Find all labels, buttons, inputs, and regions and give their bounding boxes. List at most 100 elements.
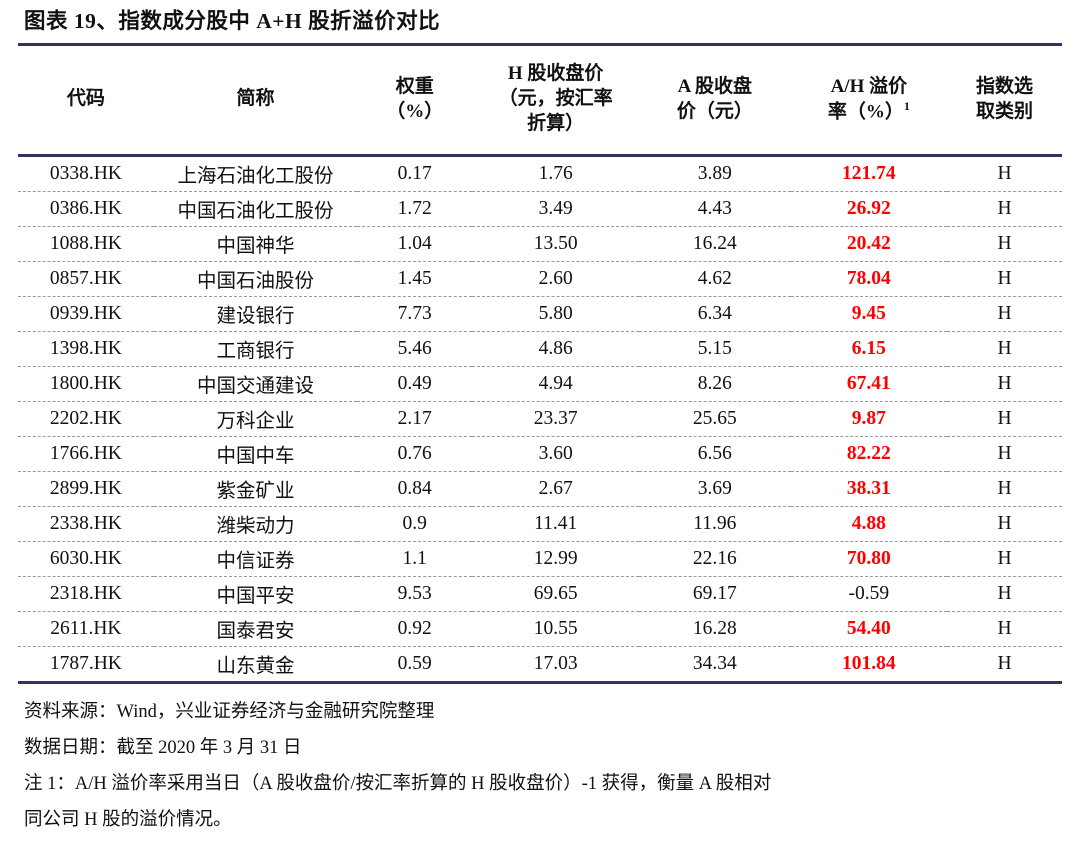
cell-ah-premium: -0.59 <box>848 582 890 604</box>
column-header-a-close-price: A 股收盘 价（元） <box>676 75 753 122</box>
cell-h-close-price: 23.37 <box>533 407 578 429</box>
cell-ah-premium: 9.87 <box>851 407 886 429</box>
cell-ah-premium: 78.04 <box>846 267 891 289</box>
cell-code: 0857.HK <box>49 267 122 289</box>
table-row: 2318.HK 中国平安 9.53 69.65 69.17 -0.59 H <box>18 576 1062 612</box>
cell-code: 0386.HK <box>49 197 122 219</box>
cell-weight: 9.53 <box>397 582 432 604</box>
table-row: 1088.HK 中国神华 1.04 13.50 16.24 20.42 H <box>18 226 1062 262</box>
cell-index-category: H <box>997 652 1012 674</box>
cell-index-category: H <box>997 617 1012 639</box>
cell-h-close-price: 4.94 <box>538 372 573 394</box>
cell-h-close-price: 3.49 <box>538 197 573 219</box>
cell-name: 中国交通建设 <box>197 376 315 398</box>
note-data-date: 数据日期：截至 2020 年 3 月 31 日 <box>24 737 302 758</box>
cell-index-category: H <box>997 442 1012 464</box>
column-header-index-category: 指数选 取类别 <box>976 75 1034 122</box>
cell-code: 2611.HK <box>50 617 122 639</box>
cell-name: 中国平安 <box>216 586 295 608</box>
table-row: 0338.HK 上海石油化工股份 0.17 1.76 3.89 121.74 H <box>18 157 1062 192</box>
cell-name: 工商银行 <box>216 341 295 363</box>
cell-weight: 0.84 <box>397 477 432 499</box>
cell-a-close-price: 8.26 <box>697 372 732 394</box>
column-header-h-close-price: H 股收盘价 （元，按汇率 折算） <box>498 63 613 135</box>
cell-weight: 7.73 <box>397 302 432 324</box>
ah-premium-table-body: 0338.HK 上海石油化工股份 0.17 1.76 3.89 121.74 H 0386.H… <box>18 157 1062 681</box>
cell-index-category: H <box>997 267 1012 289</box>
cell-name: 中国石油股份 <box>197 271 315 293</box>
table-row: 6030.HK 中信证券 1.1 12.99 22.16 70.80 H <box>18 541 1062 577</box>
cell-h-close-price: 2.67 <box>538 477 573 499</box>
cell-a-close-price: 3.89 <box>697 162 732 184</box>
cell-index-category: H <box>997 337 1012 359</box>
cell-code: 0338.HK <box>49 162 122 184</box>
cell-code: 1088.HK <box>49 232 122 254</box>
cell-index-category: H <box>997 547 1012 569</box>
cell-weight: 0.17 <box>397 162 432 184</box>
cell-code: 2202.HK <box>49 407 122 429</box>
table-body: 0338.HK 上海石油化工股份 0.17 1.76 3.89 121.74 H 0386.H… <box>18 157 1062 681</box>
cell-h-close-price: 17.03 <box>533 652 578 674</box>
cell-index-category: H <box>997 232 1012 254</box>
cell-index-category: H <box>997 582 1012 604</box>
cell-code: 6030.HK <box>49 547 122 569</box>
cell-ah-premium: 70.80 <box>846 547 891 569</box>
cell-a-close-price: 6.34 <box>697 302 732 324</box>
table-row: 1766.HK 中国中车 0.76 3.60 6.56 82.22 H <box>18 436 1062 472</box>
cell-name: 建设银行 <box>216 306 295 328</box>
cell-a-close-price: 22.16 <box>692 547 737 569</box>
cell-a-close-price: 4.62 <box>697 267 732 289</box>
table-bottom-rule <box>18 680 1062 684</box>
table-row: 2899.HK 紫金矿业 0.84 2.67 3.69 38.31 H <box>18 471 1062 507</box>
cell-h-close-price: 11.41 <box>534 512 578 534</box>
header-row: 代码 简称 权重 （%） H 股收盘价 （元，按汇率 折算） A 股收盘 价（元… <box>18 46 1062 154</box>
table-row: 2202.HK 万科企业 2.17 23.37 25.65 9.87 H <box>18 401 1062 437</box>
table-header: 代码 简称 权重 （%） H 股收盘价 （元，按汇率 折算） A 股收盘 价（元… <box>18 46 1062 154</box>
cell-h-close-price: 69.65 <box>533 582 578 604</box>
note-footnote-1-line2: 同公司 H 股的溢价情况。 <box>24 809 232 830</box>
cell-name: 国泰君安 <box>216 621 295 643</box>
cell-h-close-price: 10.55 <box>533 617 578 639</box>
cell-ah-premium: 6.15 <box>851 337 886 359</box>
cell-index-category: H <box>997 302 1012 324</box>
cell-name: 中国石油化工股份 <box>177 201 334 223</box>
cell-weight: 1.45 <box>397 267 432 289</box>
cell-h-close-price: 13.50 <box>533 232 578 254</box>
table-notes: 资料来源：Wind，兴业证券经济与金融研究院整理 数据日期：截至 2020 年 … <box>18 684 1062 838</box>
cell-index-category: H <box>997 197 1012 219</box>
cell-code: 2318.HK <box>49 582 122 604</box>
table-header-rule <box>18 153 1062 157</box>
cell-ah-premium: 67.41 <box>846 372 891 394</box>
cell-code: 1766.HK <box>49 442 122 464</box>
cell-weight: 0.49 <box>397 372 432 394</box>
cell-weight: 5.46 <box>397 337 432 359</box>
column-header-name: 简称 <box>236 88 275 110</box>
cell-name: 紫金矿业 <box>216 481 295 503</box>
table-row: 0386.HK 中国石油化工股份 1.72 3.49 4.43 26.92 H <box>18 191 1062 227</box>
cell-index-category: H <box>997 407 1012 429</box>
page-title: 图表 19、指数成分股中 A+H 股折溢价对比 <box>24 9 441 33</box>
cell-ah-premium: 54.40 <box>846 617 891 639</box>
table-row: 1800.HK 中国交通建设 0.49 4.94 8.26 67.41 H <box>18 366 1062 402</box>
cell-weight: 1.72 <box>397 197 432 219</box>
column-header-weight: 权重 （%） <box>386 75 444 122</box>
table-row: 0939.HK 建设银行 7.73 5.80 6.34 9.45 H <box>18 296 1062 332</box>
cell-a-close-price: 25.65 <box>692 407 737 429</box>
column-header-code: 代码 <box>66 88 105 110</box>
cell-h-close-price: 12.99 <box>533 547 578 569</box>
table-row: 1787.HK 山东黄金 0.59 17.03 34.34 101.84 H <box>18 646 1062 681</box>
table-top-rule <box>18 42 1062 46</box>
cell-a-close-price: 69.17 <box>692 582 737 604</box>
table-row: 2611.HK 国泰君安 0.92 10.55 16.28 54.40 H <box>18 611 1062 647</box>
table-row: 0857.HK 中国石油股份 1.45 2.60 4.62 78.04 H <box>18 261 1062 297</box>
cell-name: 中国中车 <box>216 446 295 468</box>
cell-code: 1800.HK <box>49 372 122 394</box>
cell-a-close-price: 16.24 <box>692 232 737 254</box>
cell-a-close-price: 4.43 <box>697 197 732 219</box>
cell-name: 中信证券 <box>216 551 295 573</box>
cell-ah-premium: 26.92 <box>846 197 891 219</box>
cell-ah-premium: 9.45 <box>851 302 886 324</box>
cell-ah-premium: 38.31 <box>846 477 891 499</box>
cell-code: 1398.HK <box>49 337 122 359</box>
